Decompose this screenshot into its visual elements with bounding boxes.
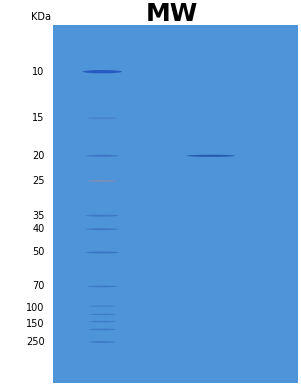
Ellipse shape [87,286,117,287]
Text: 250: 250 [26,337,45,347]
Ellipse shape [89,314,116,315]
Text: MW: MW [145,2,198,26]
Ellipse shape [86,252,119,253]
Ellipse shape [86,155,119,157]
Ellipse shape [87,180,117,182]
Ellipse shape [187,155,235,157]
Ellipse shape [83,70,122,74]
Text: 25: 25 [32,176,45,186]
Text: 150: 150 [26,319,45,329]
Text: 10: 10 [32,67,45,77]
Ellipse shape [89,329,116,330]
Text: 20: 20 [32,151,45,161]
Ellipse shape [86,215,119,217]
Ellipse shape [89,321,116,322]
Ellipse shape [86,228,119,230]
Ellipse shape [89,341,116,343]
Ellipse shape [89,305,116,307]
Text: 15: 15 [32,113,45,123]
Ellipse shape [87,117,117,119]
Text: 35: 35 [32,211,45,221]
Text: 100: 100 [26,303,45,313]
Text: KDa: KDa [31,12,51,22]
Text: 40: 40 [32,224,45,234]
Text: 50: 50 [32,247,45,257]
Text: 70: 70 [32,281,45,291]
Bar [53,25,298,383]
